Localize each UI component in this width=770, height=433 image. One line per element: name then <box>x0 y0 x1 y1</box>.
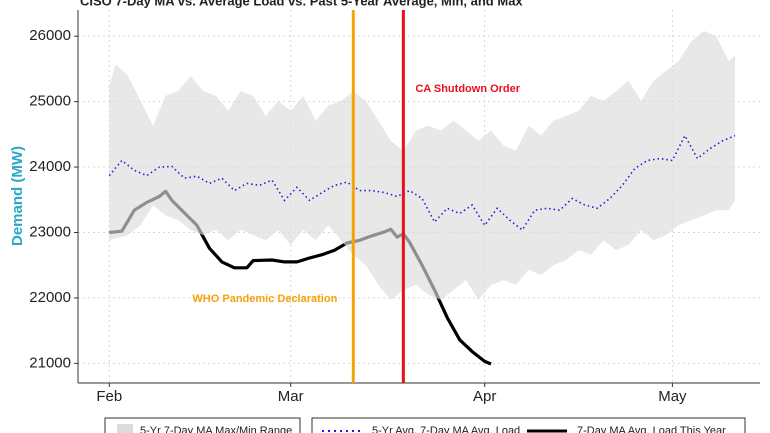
y-tick-label: 23000 <box>29 223 71 240</box>
legend-swatch <box>117 424 133 433</box>
y-tick-label: 26000 <box>29 27 71 44</box>
y-axis-label: Demand (MW) <box>9 146 26 246</box>
range-band <box>109 30 736 300</box>
event-label: CA Shutdown Order <box>415 83 520 95</box>
y-tick-label: 25000 <box>29 93 71 110</box>
y-tick-label: 24000 <box>29 158 71 175</box>
x-tick-label: May <box>658 388 687 405</box>
legend-label: 5-Yr 7-Day MA Max/Min Range <box>140 425 292 433</box>
legend-box <box>104 417 301 433</box>
legend-box <box>311 417 746 433</box>
event-label: WHO Pandemic Declaration <box>192 293 337 305</box>
x-tick-label: Apr <box>473 388 496 405</box>
x-tick-label: Mar <box>278 388 304 405</box>
legend-label: 7-Day MA Avg. Load This Year <box>577 425 726 433</box>
legend-label: 5-Yr Avg. 7-Day MA Avg. Load <box>372 425 520 433</box>
y-tick-label: 21000 <box>29 354 71 371</box>
x-tick-label: Feb <box>96 388 122 405</box>
chart-title: CISO 7-Day MA vs. Average Load vs. Past … <box>80 0 523 8</box>
y-tick-label: 22000 <box>29 289 71 306</box>
